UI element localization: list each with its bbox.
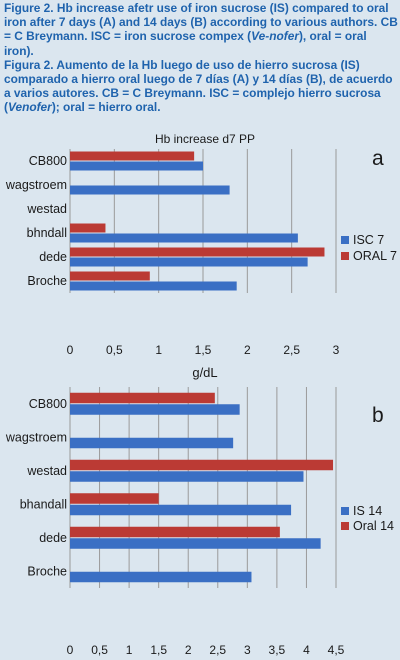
chart-b: 0 0,5 1 1,5 2 2,5 3 3,5 4 4,5 CB800 wagstroem westad… xyxy=(5,387,394,657)
x-tick-label: 1 xyxy=(126,643,133,657)
chart-a: 0 0,5 1 1,5 2 2,5 3 CB800 wagstroem westad bhndall… xyxy=(5,132,397,380)
chart-panel-b: 0 0,5 1 1,5 2 2,5 3 3,5 4 4,5 CB800 wagstroem westad… xyxy=(0,384,400,660)
legend-swatch xyxy=(341,236,349,244)
bar-is-14 xyxy=(70,504,292,516)
legend-swatch xyxy=(341,252,349,260)
bar-oral-14 xyxy=(70,526,280,538)
bar-oral-7 xyxy=(70,271,150,281)
x-tick-label: 0,5 xyxy=(91,643,108,657)
bar-isc-7 xyxy=(70,281,237,291)
caption-english: Figure 2. Hb increase afetr use of iron … xyxy=(4,1,398,58)
x-tick-label: 2 xyxy=(185,643,192,657)
category-label: westad xyxy=(26,202,67,216)
bar-is-14 xyxy=(70,538,321,549)
figure-caption: Figure 2. Hb increase afetr use of iron … xyxy=(4,1,398,115)
bar-is-14 xyxy=(70,404,240,415)
x-tick-label: 3,5 xyxy=(269,643,286,657)
x-tick-label: 1 xyxy=(155,343,162,357)
x-tick-label: 4,5 xyxy=(328,643,345,657)
x-tick-label: 2,5 xyxy=(209,643,226,657)
category-label: bhndall xyxy=(27,226,67,240)
bar-isc-7 xyxy=(70,161,203,171)
category-label: wagstroem xyxy=(5,178,67,192)
legend-label: ORAL 7 xyxy=(353,249,397,263)
bar-oral-7 xyxy=(70,223,106,233)
bar-is-14 xyxy=(70,471,304,482)
category-label: dede xyxy=(39,250,67,264)
bar-oral-14 xyxy=(70,493,159,504)
caption-en-text-2: ), oral = oral iron). xyxy=(4,29,367,58)
legend-label: IS 14 xyxy=(353,504,382,518)
legend-swatch xyxy=(341,522,349,530)
legend-label: ISC 7 xyxy=(353,233,384,247)
bar-oral-7 xyxy=(70,247,325,257)
x-tick-label: 3 xyxy=(244,643,251,657)
caption-en-text-1: Figure 2. Hb increase afetr use of iron … xyxy=(4,1,398,44)
category-label: dede xyxy=(39,531,67,545)
category-label: CB800 xyxy=(29,397,67,411)
caption-en-italic: Ve-nofer xyxy=(251,29,299,44)
x-tick-label: 0 xyxy=(67,343,74,357)
category-label: wagstroem xyxy=(5,430,67,444)
x-tick-label: 2,5 xyxy=(283,343,300,357)
category-label: CB800 xyxy=(29,154,67,168)
caption-es-italic: Venofer xyxy=(7,100,52,115)
x-tick-label: 4 xyxy=(303,643,310,657)
bar-oral-14 xyxy=(70,459,334,471)
caption-spanish: Figura 2. Aumento de la Hb luego de uso … xyxy=(4,58,398,115)
caption-es-text-1: Figura 2. Aumento de la Hb luego de uso … xyxy=(4,57,393,115)
category-label: Broche xyxy=(27,274,67,288)
x-tick-label: 3 xyxy=(333,343,340,357)
bar-isc-7 xyxy=(70,233,298,243)
panel-letter: a xyxy=(372,147,384,170)
x-tick-label: 1,5 xyxy=(150,643,167,657)
panel-letter: b xyxy=(372,404,384,427)
bar-oral-7 xyxy=(70,151,195,161)
x-axis-label: g/dL xyxy=(192,365,217,380)
x-tick-label: 1,5 xyxy=(195,343,212,357)
chart-title: Hb increase d7 PP xyxy=(155,132,255,146)
caption-es-text-2: ); oral = hierro oral. xyxy=(51,100,161,115)
x-tick-label: 0,5 xyxy=(106,343,123,357)
legend-label: Oral 14 xyxy=(353,519,394,533)
legend-swatch xyxy=(341,507,349,515)
category-label: Broche xyxy=(27,564,67,578)
bar-isc-7 xyxy=(70,257,308,267)
x-tick-label: 0 xyxy=(67,643,74,657)
bar-oral-14 xyxy=(70,392,215,404)
category-label: bhandall xyxy=(20,497,67,511)
bar-is-14 xyxy=(70,437,234,449)
bar-is-14 xyxy=(70,571,252,583)
x-tick-label: 2 xyxy=(244,343,251,357)
chart-panel-a: 0 0,5 1 1,5 2 2,5 3 CB800 wagstroem westad bhndall… xyxy=(0,132,400,384)
category-label: westad xyxy=(26,464,67,478)
bar-isc-7 xyxy=(70,185,230,195)
